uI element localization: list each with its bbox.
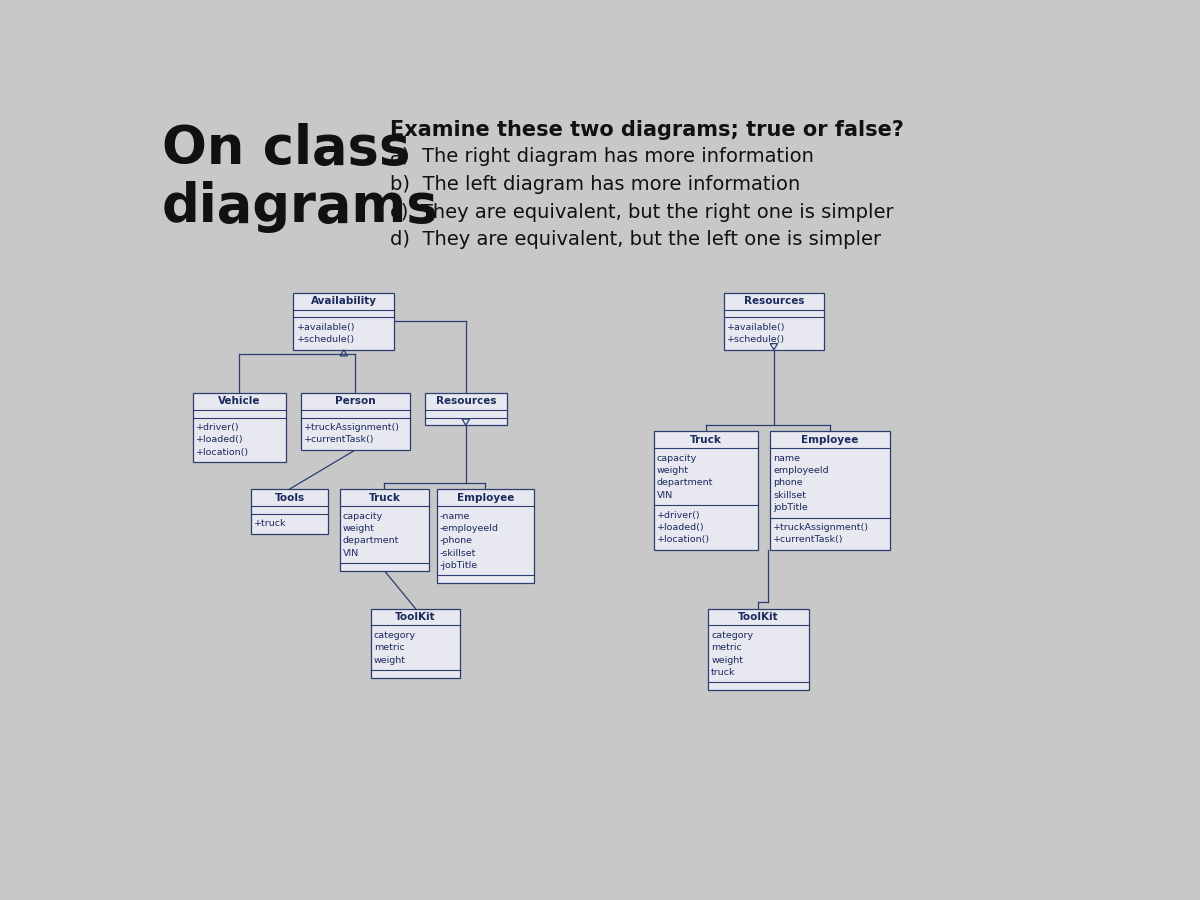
Text: weight: weight <box>343 524 374 533</box>
Text: +driver(): +driver() <box>656 511 701 520</box>
Text: +available(): +available() <box>727 323 785 332</box>
Text: +available(): +available() <box>296 323 355 332</box>
Text: skillset: skillset <box>773 491 806 500</box>
Text: VIN: VIN <box>343 549 359 558</box>
Text: Truck: Truck <box>368 492 401 502</box>
Text: -employeeId: -employeeId <box>440 524 499 533</box>
Text: ToolKit: ToolKit <box>395 612 436 622</box>
Text: -jobTitle: -jobTitle <box>440 561 478 570</box>
Text: +truckAssignment(): +truckAssignment() <box>773 523 869 532</box>
Text: -name: -name <box>440 511 470 520</box>
Bar <box>340 490 430 571</box>
Text: +location(): +location() <box>656 536 710 544</box>
Text: Truck: Truck <box>690 435 722 445</box>
Text: capacity: capacity <box>656 454 697 463</box>
Text: jobTitle: jobTitle <box>773 503 808 512</box>
Text: Resources: Resources <box>436 396 496 407</box>
Bar <box>437 490 534 583</box>
Bar <box>371 608 460 678</box>
Text: +truckAssignment(): +truckAssignment() <box>305 423 401 432</box>
Text: Examine these two diagrams; true or false?: Examine these two diagrams; true or fals… <box>390 120 904 140</box>
Text: truck: truck <box>712 668 736 677</box>
Text: b)  The left diagram has more information: b) The left diagram has more information <box>390 175 800 194</box>
Text: On class: On class <box>162 123 410 176</box>
Text: +truck: +truck <box>254 519 287 528</box>
Text: weight: weight <box>374 655 406 664</box>
Text: Vehicle: Vehicle <box>218 396 260 407</box>
Text: c)  They are equivalent, but the right one is simpler: c) They are equivalent, but the right on… <box>390 202 894 221</box>
Text: Availability: Availability <box>311 296 377 306</box>
Text: metric: metric <box>712 644 742 652</box>
Text: name: name <box>773 454 800 463</box>
Text: capacity: capacity <box>343 511 383 520</box>
Text: Resources: Resources <box>744 296 804 306</box>
Bar <box>301 393 409 450</box>
Text: +schedule(): +schedule() <box>296 336 355 345</box>
Text: weight: weight <box>712 655 743 664</box>
Bar <box>654 431 758 550</box>
Text: Employee: Employee <box>456 492 514 502</box>
Text: -phone: -phone <box>440 536 473 545</box>
Text: -skillset: -skillset <box>440 549 476 558</box>
Text: +driver(): +driver() <box>196 423 239 432</box>
Text: category: category <box>374 631 416 640</box>
Text: +currentTask(): +currentTask() <box>773 536 844 544</box>
Bar <box>293 292 394 350</box>
Text: d)  They are equivalent, but the left one is simpler: d) They are equivalent, but the left one… <box>390 230 881 249</box>
Text: Tools: Tools <box>275 492 305 502</box>
Text: category: category <box>712 631 754 640</box>
Text: +schedule(): +schedule() <box>727 336 785 345</box>
Bar <box>770 431 890 550</box>
Text: diagrams: diagrams <box>162 181 438 233</box>
Bar <box>193 393 286 463</box>
Text: metric: metric <box>374 644 404 652</box>
Text: Employee: Employee <box>802 435 859 445</box>
Text: +loaded(): +loaded() <box>656 523 704 532</box>
Text: employeeId: employeeId <box>773 466 829 475</box>
Text: department: department <box>343 536 400 545</box>
Text: phone: phone <box>773 479 803 488</box>
Text: weight: weight <box>656 466 689 475</box>
Bar <box>708 608 809 690</box>
Text: department: department <box>656 479 713 488</box>
Text: +loaded(): +loaded() <box>196 436 244 445</box>
Text: Person: Person <box>335 396 376 407</box>
Text: a)  The right diagram has more information: a) The right diagram has more informatio… <box>390 148 814 166</box>
Text: ToolKit: ToolKit <box>738 612 779 622</box>
Text: VIN: VIN <box>656 491 673 500</box>
Text: +location(): +location() <box>196 447 248 456</box>
Bar <box>251 490 329 534</box>
Bar <box>425 393 506 425</box>
Bar <box>724 292 824 350</box>
Text: +currentTask(): +currentTask() <box>305 436 374 445</box>
